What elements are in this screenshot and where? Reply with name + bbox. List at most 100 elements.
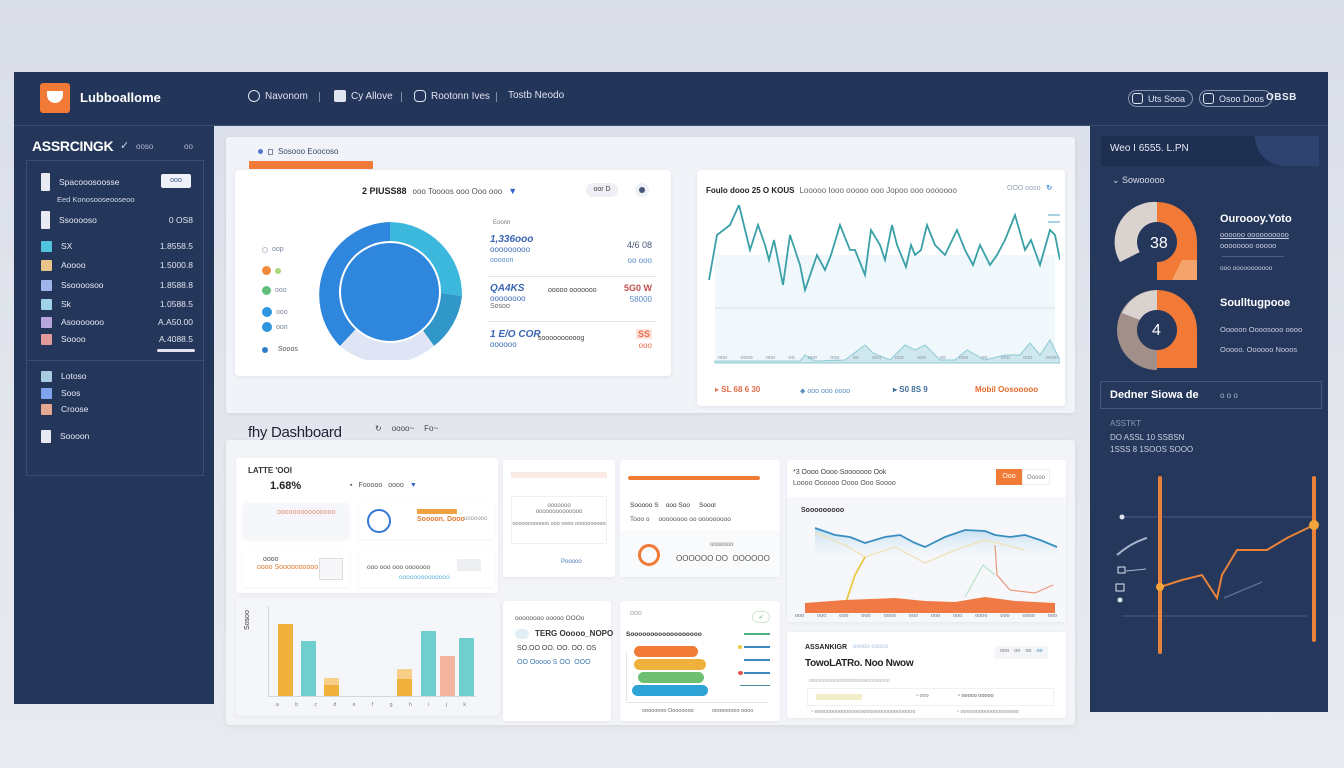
color-swatch-icon (41, 370, 52, 382)
legend-item: ooo (262, 307, 288, 317)
legend-item: oop (262, 246, 284, 253)
legend-item: Mobil Oosooooo (975, 385, 1039, 394)
horizontal-bar-card[interactable]: OOO ✓ Soooooooooooooooooo oooooooo Ooooo… (620, 601, 780, 721)
table-tabs[interactable]: ooo oo oo oo (995, 646, 1048, 659)
sidebar-secondary-item[interactable]: Soos (41, 386, 193, 400)
color-swatch-icon (41, 298, 52, 310)
legend-item (262, 266, 281, 275)
bar (632, 685, 708, 696)
bar (634, 646, 698, 657)
color-swatch-icon (41, 259, 52, 271)
gauge-desc: oooooooo ooooo (1220, 241, 1277, 250)
sidebar-secondary-item[interactable]: Croose (41, 402, 193, 416)
bar (301, 641, 316, 696)
document-icon (41, 429, 51, 443)
color-swatch-icon (41, 403, 52, 415)
sidebar-header-row[interactable]: Spacooosoosse (41, 173, 193, 191)
info-tile[interactable]: ooo ooo ooo ooooooo oooooooooooooo (359, 550, 495, 587)
nav-divider (401, 92, 402, 102)
sidebar-secondary-item[interactable]: Lotoso (41, 369, 193, 383)
app-logo-icon[interactable] (40, 83, 70, 113)
sidebar-meta: ooso (136, 142, 154, 151)
bar (459, 638, 474, 696)
bar (634, 659, 706, 670)
color-swatch-icon (41, 240, 52, 252)
kpi-label: LATTE 'OOI (248, 466, 292, 475)
nav-item-folder[interactable]: Cy Allove (334, 90, 393, 102)
table-row[interactable]: ▫ ooo ▫ ooooo ooooo (807, 688, 1054, 706)
info-tile[interactable]: ooooooooooooooo (243, 503, 349, 539)
sidebar-footer-item[interactable]: Soooon (41, 429, 193, 443)
toggle-active-button[interactable]: Ooo (996, 469, 1022, 485)
top-status-code: OBSB (1266, 92, 1297, 103)
filter-pill[interactable]: oor D (586, 183, 618, 197)
metric-row[interactable]: 1,336ooo ooooooooo ooooon 4/6 08 oo ooo (490, 234, 652, 265)
right-panel-header-text: Weo I 6555. L.PN (1110, 143, 1189, 154)
donut-card-title[interactable]: 2 PIUSS88 ooo Toooos ooo Ooo ooo ▼ (362, 186, 518, 196)
nav-divider (319, 92, 320, 102)
table-row[interactable]: ▫ ooooooooooooooooooooooooooooooooo ▫ oo… (811, 709, 1019, 715)
sidebar-item[interactable]: Sk 1.0588.5 (41, 297, 193, 311)
gauge-desc: Ooooo. Oooooo Nooos (1220, 345, 1298, 354)
breadcrumb[interactable]: Sosooo Eoocoso (258, 147, 339, 156)
color-swatch-icon (41, 333, 52, 345)
x-axis-labels: ooo oooo ooo oo ooo ooo oo ooo ooo ooo oo ooo oo ooo o… (718, 355, 1058, 361)
toggle-inactive-button[interactable]: Ooooo (1022, 469, 1050, 485)
summary-card[interactable]: Sooooo S ooo Soo Soool Tooo o oooooooo o… (620, 460, 780, 577)
sidebar-item[interactable]: Asooooooo A.A50.00 (41, 315, 193, 329)
sidebar-doc-row[interactable]: Ssooooso 0 OS8 (41, 211, 193, 229)
bar (638, 672, 704, 683)
info-tile[interactable]: Soooon. Dooo ooooooo (359, 503, 495, 539)
chart-label: Sooooooooo (801, 507, 845, 514)
arrow-right-icon[interactable] (157, 349, 195, 352)
color-swatch-icon (41, 279, 52, 291)
trend-line-chart[interactable] (1112, 470, 1327, 665)
area-chart[interactable] (795, 525, 1060, 615)
left-sidebar: ASSRCINGK ✓ ooso oo Spacooosoosse ooo Ee… (14, 126, 214, 704)
line-chart-filter[interactable]: OOO ooso ↻ (1007, 185, 1053, 192)
legend-item: oon (262, 322, 288, 332)
refresh-icon: ↻ (1046, 185, 1053, 192)
kpi-filter[interactable]: ▪ Fooooo oooo ▼ (350, 482, 417, 489)
bar (397, 669, 412, 679)
summary-card[interactable]: ooooooo oooooooooooooo oooooooooooo ooo … (503, 460, 615, 577)
gauge-chart[interactable] (1112, 288, 1202, 372)
nav-item-tools[interactable]: Tostb Neodo (508, 90, 565, 101)
sidebar-item[interactable]: Aoooo 1.5000.8 (41, 258, 193, 272)
user-pill-button[interactable]: Uts Sooa (1128, 90, 1194, 107)
gauge-desc: ooo ooooooooooo (1220, 265, 1273, 272)
progress-accent-bar (249, 161, 373, 169)
info-line: 1SSS 8 1SOOS SOOO (1110, 445, 1194, 454)
area-chart-subtitle: Loooo Oooooo Oooo Ooo Soooo (793, 480, 896, 487)
folder-icon (334, 90, 346, 102)
area-chart-title: *3 Oooo Oooo Sooooooo Ook (793, 469, 887, 476)
settings-icon[interactable] (635, 183, 649, 197)
text-card[interactable]: oooooooo ooooo OOOo TERG Ooooo_NOPO SO.O… (503, 601, 613, 721)
sidebar-item[interactable]: SX 1.8558.5 (41, 239, 193, 253)
progress-bar (628, 476, 760, 480)
bar (278, 624, 293, 696)
chevron-down-icon: ⌄ (1112, 175, 1123, 185)
refresh-icon[interactable]: ↻ (375, 424, 382, 433)
donut-chart[interactable] (310, 218, 470, 360)
line-chart[interactable] (705, 205, 1060, 370)
metric-row[interactable]: 1 E/O COR oooooo soooooooooog SS ooo (490, 329, 652, 350)
metric-row[interactable]: QA4KS oooooooo Sosoo ooooo ooooooo 5G0 W… (490, 283, 652, 310)
gauge-chart[interactable] (1112, 200, 1202, 284)
sidebar-action-button[interactable]: ooo (161, 174, 191, 188)
right-panel-box[interactable] (1100, 381, 1322, 409)
chevron-down-icon[interactable]: ▼ (508, 186, 518, 196)
nav-item-box[interactable]: Rootonn Ives (414, 90, 490, 102)
gauge-title: Ouroooy.Yoto (1220, 213, 1292, 225)
info-tile[interactable]: oooo oooo Soooooooooo (243, 550, 349, 587)
sidebar-item[interactable]: Ssoooosoo 1.8588.8 (41, 278, 193, 292)
gauge-value: 38 (1150, 235, 1168, 252)
checkmark-icon[interactable]: ✓ (120, 140, 130, 152)
sidebar-item[interactable]: Soooo A.4088.5 (41, 332, 193, 346)
lock-pill-button[interactable]: Osoo Doos (1199, 90, 1273, 107)
nav-item-search[interactable]: Navonom (248, 90, 308, 102)
kpi-value: 1.68% (270, 480, 302, 492)
bar (440, 656, 455, 696)
y-axis (268, 606, 269, 696)
right-panel-section[interactable]: ⌄ Sowooooo (1112, 175, 1165, 185)
